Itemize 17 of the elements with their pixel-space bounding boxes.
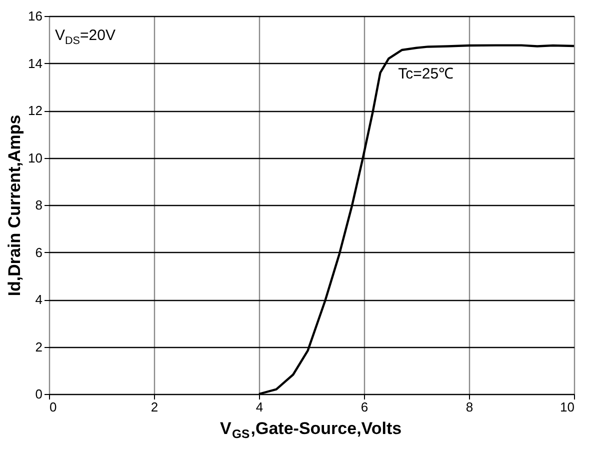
y-tick-label: 6 xyxy=(35,244,42,260)
x-tick-label: 4 xyxy=(256,400,264,414)
y-tick-label: 14 xyxy=(28,56,42,71)
x-tick-label: 0 xyxy=(50,400,57,414)
y-tick-label: 2 xyxy=(35,339,42,354)
y-tick-label: 4 xyxy=(35,292,42,307)
y-tick-label: 12 xyxy=(28,103,42,118)
annotation: Tc=25℃ xyxy=(398,65,454,82)
y-tick-label: 10 xyxy=(28,150,42,166)
x-tick-label: 2 xyxy=(150,400,158,414)
y-tick-label: 0 xyxy=(35,386,42,402)
y-tick-label: 16 xyxy=(28,8,42,24)
x-tick-label: 10 xyxy=(560,400,574,414)
x-tick-label: 8 xyxy=(466,400,474,414)
x-tick-label: 6 xyxy=(360,400,368,414)
y-tick-label: 8 xyxy=(35,198,42,212)
y-axis-title: Id,Drain Current,Amps xyxy=(5,114,24,296)
